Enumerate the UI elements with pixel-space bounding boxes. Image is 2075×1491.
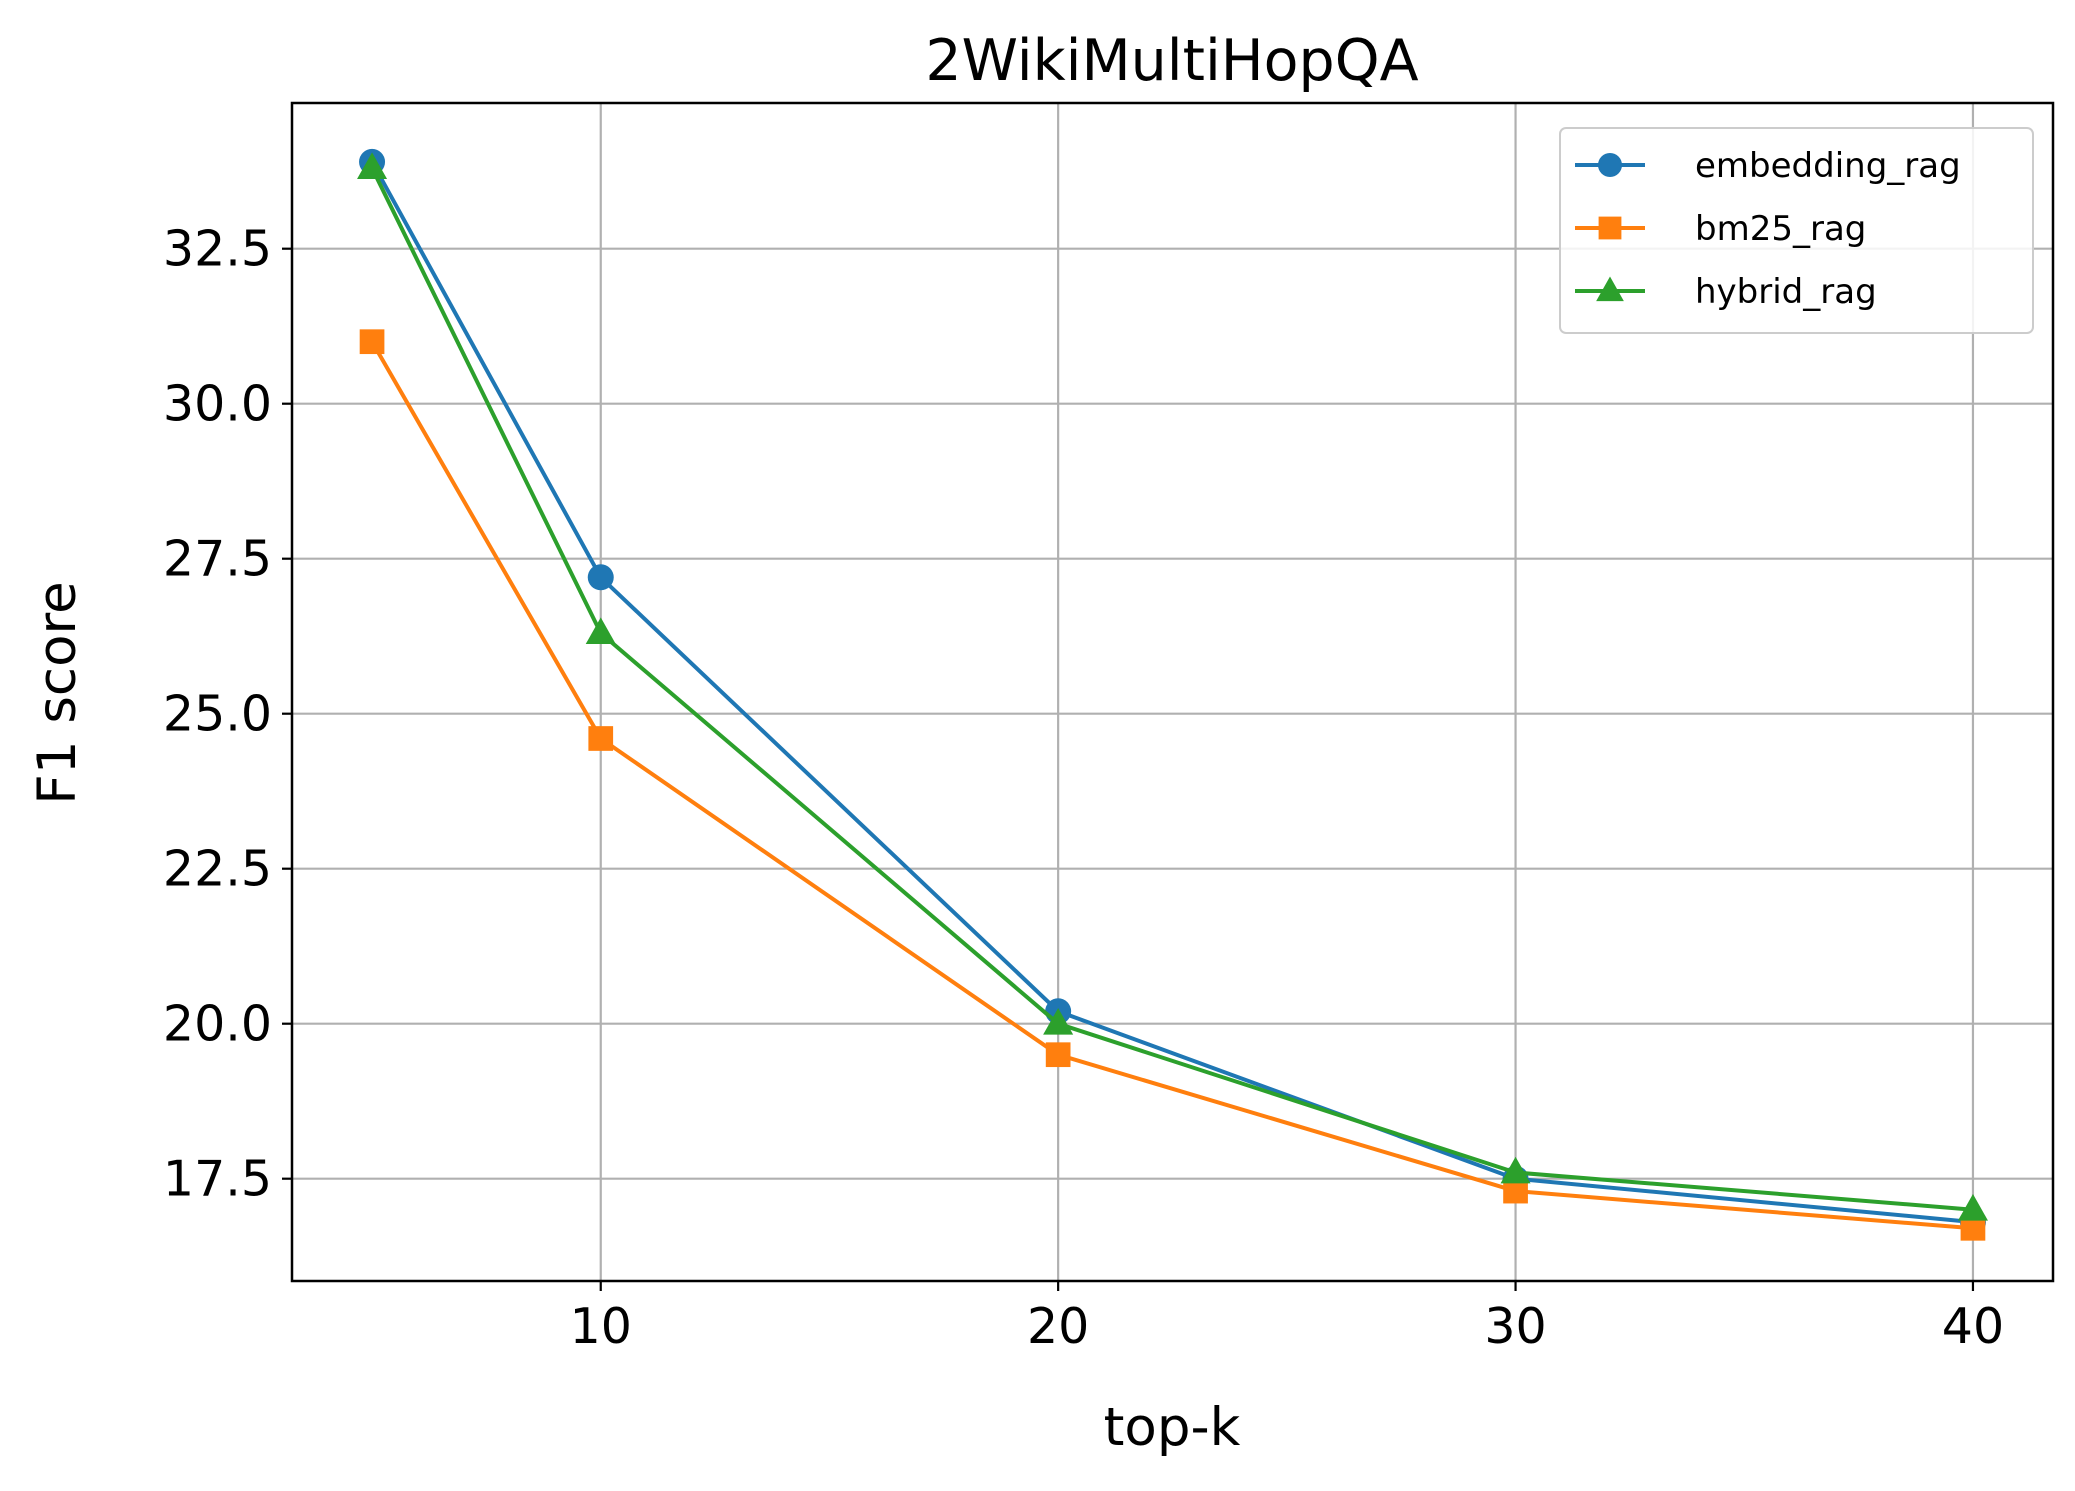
y-tick-label: 17.5 [163, 1151, 272, 1208]
plot-frame [290, 101, 2055, 1283]
data-point-hybrid_rag [1043, 1008, 1074, 1035]
tick-layer: 10 20 30 40 17.5 20.0 22.5 25.0 27.5 30.0 32.5 [163, 221, 2004, 1355]
series-hybrid_rag [357, 152, 1988, 1221]
y-tick-label: 20.0 [163, 996, 272, 1053]
y-tick-label: 25.0 [163, 686, 272, 743]
legend-marker [1598, 153, 1622, 177]
legend: embedding_rag bm25_rag hybrid_rag [1559, 127, 2034, 334]
x-tick-label: 10 [570, 1298, 632, 1355]
x-tick-label: 30 [1484, 1298, 1546, 1355]
series-layer [357, 148, 1988, 1241]
y-tick-label: 27.5 [163, 531, 272, 588]
y-tick-label: 22.5 [163, 841, 272, 898]
legend-box [1559, 127, 2034, 334]
y-tick-label: 32.5 [163, 221, 272, 278]
data-point-bm25_rag [1045, 1042, 1071, 1068]
data-point-hybrid_rag [1957, 1194, 1988, 1221]
legend-marker [1598, 216, 1622, 240]
legend-item-bm25_rag: bm25_rag [1575, 209, 1866, 249]
data-point-embedding_rag [587, 564, 614, 591]
legend-item-embedding_rag: embedding_rag [1575, 146, 1961, 186]
x-axis-title: top-k [1104, 1397, 1241, 1458]
y-axis-title: F1 score [27, 581, 88, 804]
legend-label: hybrid_rag [1695, 272, 1877, 312]
legend-marker [1596, 276, 1624, 302]
x-tick-label: 20 [1027, 1298, 1089, 1355]
data-point-hybrid_rag [1500, 1156, 1531, 1184]
legend-item-hybrid_rag: hybrid_rag [1575, 272, 1877, 312]
data-point-hybrid_rag [357, 152, 388, 180]
data-point-bm25_rag [588, 726, 614, 751]
legend-label: bm25_rag [1695, 209, 1866, 249]
series-bm25_rag [359, 329, 1986, 1241]
y-tick-label: 30.0 [163, 376, 272, 433]
chart-title: 2WikiMultiHopQA [925, 28, 1418, 94]
data-point-bm25_rag [359, 329, 385, 355]
data-point-hybrid_rag [585, 617, 616, 645]
legend-label: embedding_rag [1695, 146, 1961, 186]
x-tick-label: 40 [1942, 1298, 2004, 1355]
